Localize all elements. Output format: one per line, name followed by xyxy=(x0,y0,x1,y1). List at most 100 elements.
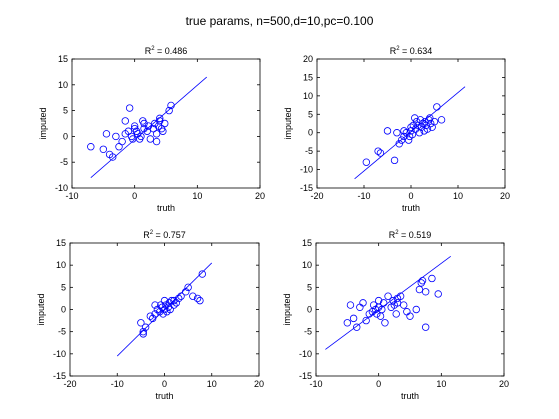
data-point xyxy=(407,123,415,131)
data-point xyxy=(112,132,120,141)
data-point xyxy=(167,296,176,305)
subplot-title: R2 = 0.757 xyxy=(143,230,186,240)
title-r: R xyxy=(145,46,152,56)
subplot-title: R2 = 0.634 xyxy=(390,46,433,56)
y-tick-label: -5 xyxy=(305,146,313,156)
data-point xyxy=(121,117,129,125)
y-tick-label: 10 xyxy=(56,260,66,270)
data-point xyxy=(396,292,405,300)
y-tick-label: -15 xyxy=(53,371,66,381)
subplot-1: -10 0 10 20 -10 -5 0 5 10 15 R2 = 0.486 truth impute… xyxy=(38,46,265,213)
y-tick-label: -10 xyxy=(53,349,66,359)
y-tick-label: -15 xyxy=(300,183,313,193)
data-point xyxy=(400,132,408,141)
x-tick-label: -10 xyxy=(65,191,78,201)
data-point xyxy=(412,305,420,314)
data-point xyxy=(182,288,190,296)
data-point xyxy=(151,310,159,318)
subplot-title: R2 = 0.486 xyxy=(145,46,188,56)
x-tick-label: 20 xyxy=(254,379,264,389)
data-point xyxy=(415,129,424,137)
data-point xyxy=(406,312,414,320)
y-tick-label: -5 xyxy=(58,327,66,337)
data-point xyxy=(434,290,442,298)
data-point xyxy=(421,117,429,126)
data-point xyxy=(411,114,419,122)
data-point xyxy=(421,323,430,331)
fit-line xyxy=(90,76,207,178)
data-point xyxy=(400,301,408,309)
x-tick-label: 0 xyxy=(132,191,137,201)
data-point xyxy=(374,296,383,305)
data-point xyxy=(383,127,392,135)
x-tick-label: 10 xyxy=(436,379,446,389)
data-point xyxy=(353,323,361,331)
data-point xyxy=(426,114,434,122)
y-tick-label: 15 xyxy=(303,72,313,82)
subplot-3: -20 -10 0 10 20 -15 -10 -5 0 5 10 15 R2 = 0.757 truth… xyxy=(36,230,264,401)
data-point xyxy=(109,153,117,161)
y-tick-label: 5 xyxy=(63,106,68,116)
data-point xyxy=(140,119,148,128)
x-tick-label: 20 xyxy=(255,191,265,201)
y-axis-label: imputed xyxy=(282,293,292,325)
data-point xyxy=(99,145,108,153)
data-point xyxy=(121,130,129,138)
figure-title: true params, n=500,d=10,pc=0.100 xyxy=(186,14,374,28)
data-point xyxy=(102,130,111,138)
y-tick-label: -10 xyxy=(55,183,68,193)
data-point xyxy=(125,104,134,112)
data-point xyxy=(139,327,147,336)
data-point xyxy=(170,301,178,309)
data-point xyxy=(393,299,402,307)
data-point xyxy=(378,305,386,314)
data-point xyxy=(156,114,164,123)
title-value: = 0.486 xyxy=(155,46,188,56)
data-point xyxy=(418,276,427,285)
data-point xyxy=(362,158,371,166)
data-point xyxy=(423,125,432,133)
title-superscript: 2 xyxy=(150,230,154,236)
subplot-2: -20 -10 0 10 20 -15 -10 -5 0 5 10 15 20 R2 = 0.634 tru… xyxy=(283,46,510,213)
data-point xyxy=(437,116,446,124)
y-tick-label: -10 xyxy=(299,349,312,359)
data-point xyxy=(139,330,147,338)
x-tick-label: -10 xyxy=(111,379,124,389)
x-tick-label: -10 xyxy=(357,191,370,201)
y-tick-label: -5 xyxy=(60,157,68,167)
data-point xyxy=(146,312,155,320)
data-point xyxy=(172,299,181,307)
x-tick-label: 10 xyxy=(192,191,202,201)
data-point xyxy=(152,130,161,138)
data-point xyxy=(343,319,352,327)
data-point xyxy=(193,294,202,303)
data-point xyxy=(397,136,406,144)
data-point xyxy=(151,301,159,309)
data-point xyxy=(381,319,389,327)
title-value: = 0.519 xyxy=(399,230,432,240)
title-value: = 0.757 xyxy=(153,230,186,240)
y-tick-label: 20 xyxy=(303,54,313,64)
x-tick-label: -10 xyxy=(309,379,322,389)
data-point xyxy=(400,127,408,135)
data-point xyxy=(412,125,420,133)
x-axis-label: truth xyxy=(402,203,420,213)
y-axis-label: imputed xyxy=(283,107,293,139)
data-point xyxy=(416,116,425,124)
x-tick-label: -20 xyxy=(310,191,323,201)
data-point xyxy=(189,292,197,300)
data-point xyxy=(389,296,397,305)
x-tick-label: 20 xyxy=(500,191,510,201)
data-point xyxy=(160,296,169,305)
x-tick-label: 0 xyxy=(376,379,381,389)
y-tick-label: 5 xyxy=(308,109,313,119)
y-tick-label: 0 xyxy=(63,131,68,141)
data-point xyxy=(349,314,358,323)
data-point xyxy=(346,301,355,309)
data-point xyxy=(174,294,183,303)
title-superscript: 2 xyxy=(395,230,399,236)
y-tick-label: 10 xyxy=(303,91,313,101)
